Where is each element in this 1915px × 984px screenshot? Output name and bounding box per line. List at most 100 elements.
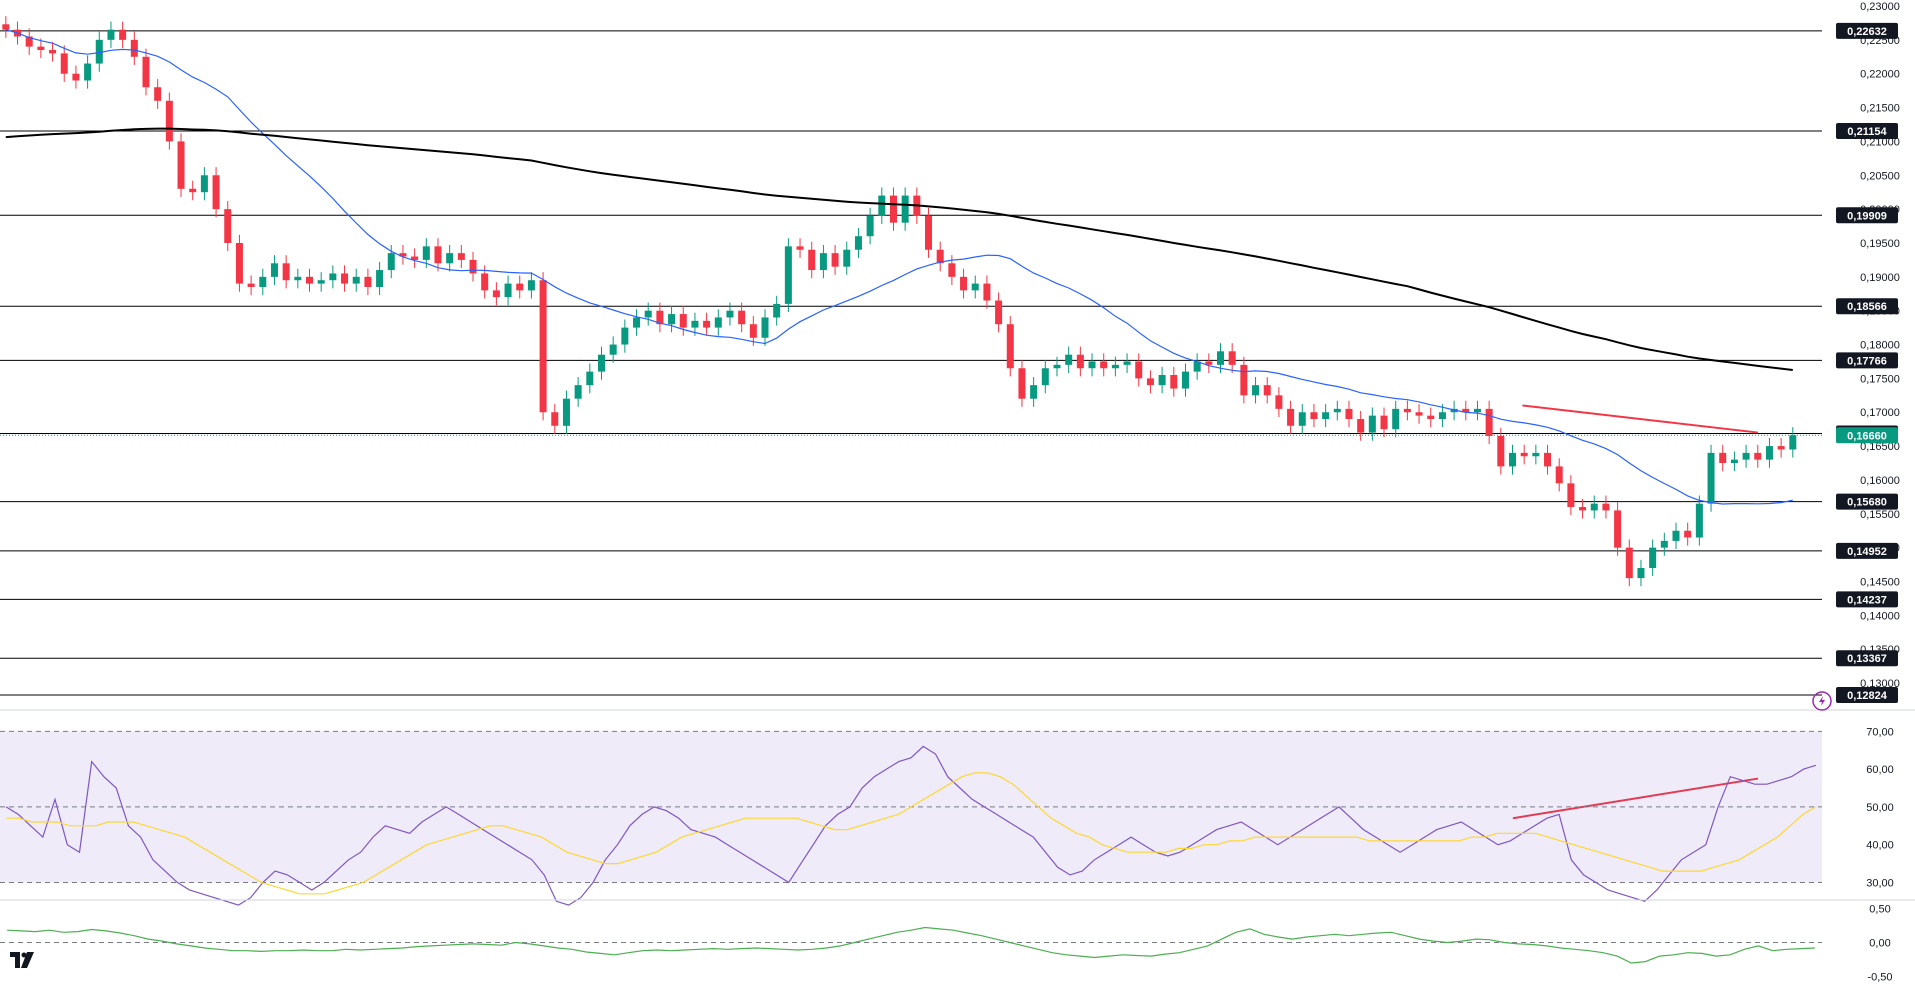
ma-slow-line[interactable] <box>5 127 1793 371</box>
candle-body[interactable] <box>854 236 862 250</box>
candle-body[interactable] <box>317 280 325 284</box>
candle-body[interactable] <box>481 273 489 291</box>
candle-body[interactable] <box>341 273 349 284</box>
candle-body[interactable] <box>1252 385 1260 396</box>
candle-body[interactable] <box>1415 412 1423 416</box>
rsi-axis[interactable]: 70,00 60,00 50,00 40,00 30,00 <box>1866 726 1894 889</box>
candle-body[interactable] <box>235 242 243 284</box>
candle-body[interactable] <box>422 246 430 260</box>
candle-body[interactable] <box>901 195 909 223</box>
candle-body[interactable] <box>1357 419 1365 433</box>
candle-body[interactable] <box>1684 530 1692 538</box>
candle-body[interactable] <box>376 270 384 287</box>
lightning-icon[interactable] <box>1812 691 1832 711</box>
candle-body[interactable] <box>1287 408 1295 426</box>
candle-body[interactable] <box>1579 507 1587 511</box>
candle-body[interactable] <box>773 303 781 318</box>
candle-body[interactable] <box>1532 452 1540 457</box>
candle-body[interactable] <box>25 36 33 47</box>
candle-body[interactable] <box>1392 408 1400 430</box>
candle-body[interactable] <box>1240 364 1248 396</box>
candle-body[interactable] <box>259 276 267 287</box>
candle-body[interactable] <box>1660 540 1668 548</box>
candle-body[interactable] <box>1263 385 1271 396</box>
candle-body[interactable] <box>562 398 570 426</box>
candle-body[interactable] <box>1508 452 1516 467</box>
candle-body[interactable] <box>796 246 804 250</box>
candle-body[interactable] <box>1544 452 1552 467</box>
candle-body[interactable] <box>1123 361 1131 365</box>
candle-body[interactable] <box>574 385 582 399</box>
candle-body[interactable] <box>1485 408 1493 436</box>
candle-body[interactable] <box>971 283 979 291</box>
candle-body[interactable] <box>1742 452 1750 460</box>
candle-body[interactable] <box>411 256 419 260</box>
candle-body[interactable] <box>691 320 699 328</box>
candle-body[interactable] <box>925 215 933 250</box>
candle-body[interactable] <box>1275 395 1283 409</box>
candle-body[interactable] <box>1333 408 1341 413</box>
candle-body[interactable] <box>177 141 185 189</box>
candle-body[interactable] <box>469 259 477 274</box>
candle-body[interactable] <box>1298 412 1306 426</box>
candle-body[interactable] <box>49 50 57 54</box>
candle-body[interactable] <box>492 290 500 298</box>
candle-body[interactable] <box>656 310 664 325</box>
candle-body[interactable] <box>1228 351 1236 365</box>
candle-body[interactable] <box>37 46 45 51</box>
candle-body[interactable] <box>364 276 372 287</box>
candle-body[interactable] <box>960 276 968 291</box>
candle-body[interactable] <box>1368 415 1376 433</box>
candle-body[interactable] <box>1053 364 1061 369</box>
candle-body[interactable] <box>1076 354 1084 369</box>
candle-body[interactable] <box>1018 368 1026 399</box>
candle-body[interactable] <box>726 310 734 318</box>
candle-body[interactable] <box>1345 408 1353 420</box>
candle-body[interactable] <box>819 253 827 271</box>
candle-body[interactable] <box>1427 415 1435 420</box>
candle-body[interactable] <box>1403 408 1411 413</box>
candle-body[interactable] <box>1322 412 1330 420</box>
candle-body[interactable] <box>889 195 897 223</box>
candle-body[interactable] <box>1555 466 1563 484</box>
rsi-signal-line[interactable] <box>6 772 1816 895</box>
candle-body[interactable] <box>995 300 1003 325</box>
candle-body[interactable] <box>714 317 722 328</box>
oscillator-line[interactable] <box>7 926 1815 964</box>
candle-body[interactable] <box>189 188 197 193</box>
candle-body[interactable] <box>306 276 314 284</box>
alert-icon-wrap[interactable] <box>1812 691 1832 711</box>
candle-body[interactable] <box>434 246 442 264</box>
oscillator-panel[interactable] <box>0 926 1822 964</box>
candle-body[interactable] <box>446 253 454 264</box>
price-panel[interactable] <box>0 16 1822 696</box>
candle-body[interactable] <box>72 73 80 81</box>
candle-body[interactable] <box>1135 361 1143 379</box>
candle-body[interactable] <box>784 246 792 304</box>
candle-body[interactable] <box>1473 408 1481 413</box>
candle-body[interactable] <box>1590 503 1598 511</box>
candle-body[interactable] <box>1777 446 1785 450</box>
candle-body[interactable] <box>294 276 302 281</box>
candle-body[interactable] <box>551 412 559 426</box>
trend-line-1[interactable] <box>1512 777 1759 820</box>
candle-body[interactable] <box>1217 351 1225 365</box>
candle-body[interactable] <box>282 263 290 281</box>
candle-body[interactable] <box>679 314 687 328</box>
candle-body[interactable] <box>1030 385 1038 399</box>
candle-body[interactable] <box>1462 408 1470 413</box>
ma-fast-line[interactable] <box>5 29 1793 505</box>
candle-body[interactable] <box>644 310 652 318</box>
candle-body[interactable] <box>270 263 278 277</box>
oscillator-axis[interactable]: 0,50 0,00 -0,50 <box>1867 903 1892 983</box>
candle-body[interactable] <box>165 100 173 142</box>
candle-body[interactable] <box>247 283 255 287</box>
candle-body[interactable] <box>224 209 232 243</box>
candle-body[interactable] <box>1065 354 1073 365</box>
candle-body[interactable] <box>1520 452 1528 457</box>
candle-body[interactable] <box>1100 361 1108 369</box>
trend-line-0[interactable] <box>1522 404 1759 434</box>
candle-body[interactable] <box>703 320 711 328</box>
candle-body[interactable] <box>1041 368 1049 386</box>
candle-body[interactable] <box>1310 412 1318 420</box>
